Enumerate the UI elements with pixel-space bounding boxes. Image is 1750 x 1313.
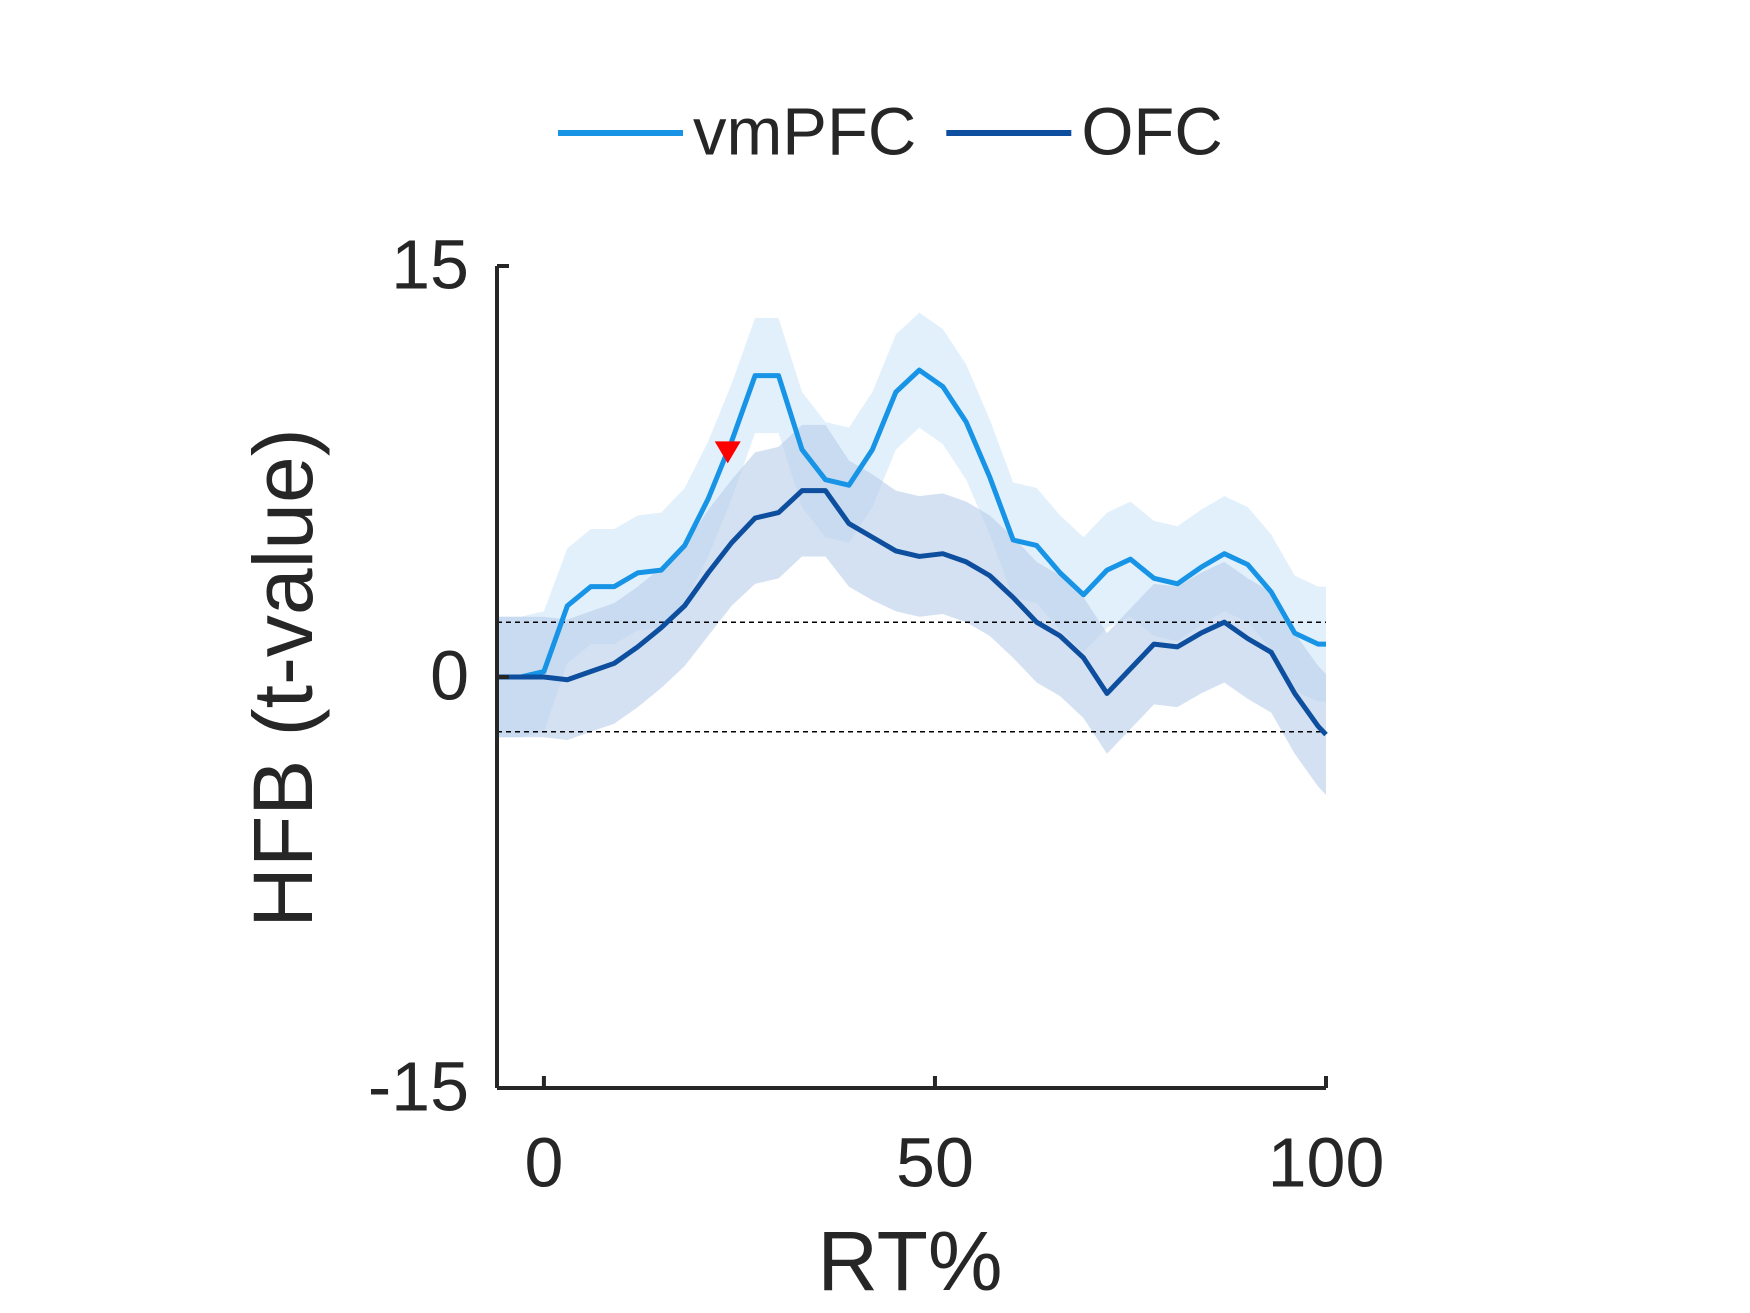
y-tick-label: 15 [391,225,469,303]
y-axis-label: HFB (t-value) [236,428,330,927]
series-line [497,367,1326,680]
x-tick-label: 0 [524,1123,563,1201]
series-line [497,488,1328,737]
legend-label: OFC [1081,95,1222,170]
x-tick-label: 50 [896,1123,974,1201]
y-tick-label: 0 [430,636,469,714]
confidence-band [497,312,1326,738]
x-axis-label: RT% [817,1214,1002,1308]
legend-label: vmPFC [693,95,916,170]
onset-marker [714,441,741,464]
x-tick-label: 100 [1268,1123,1385,1201]
confidence-band [497,424,1326,795]
y-tick-label: -15 [368,1047,469,1125]
